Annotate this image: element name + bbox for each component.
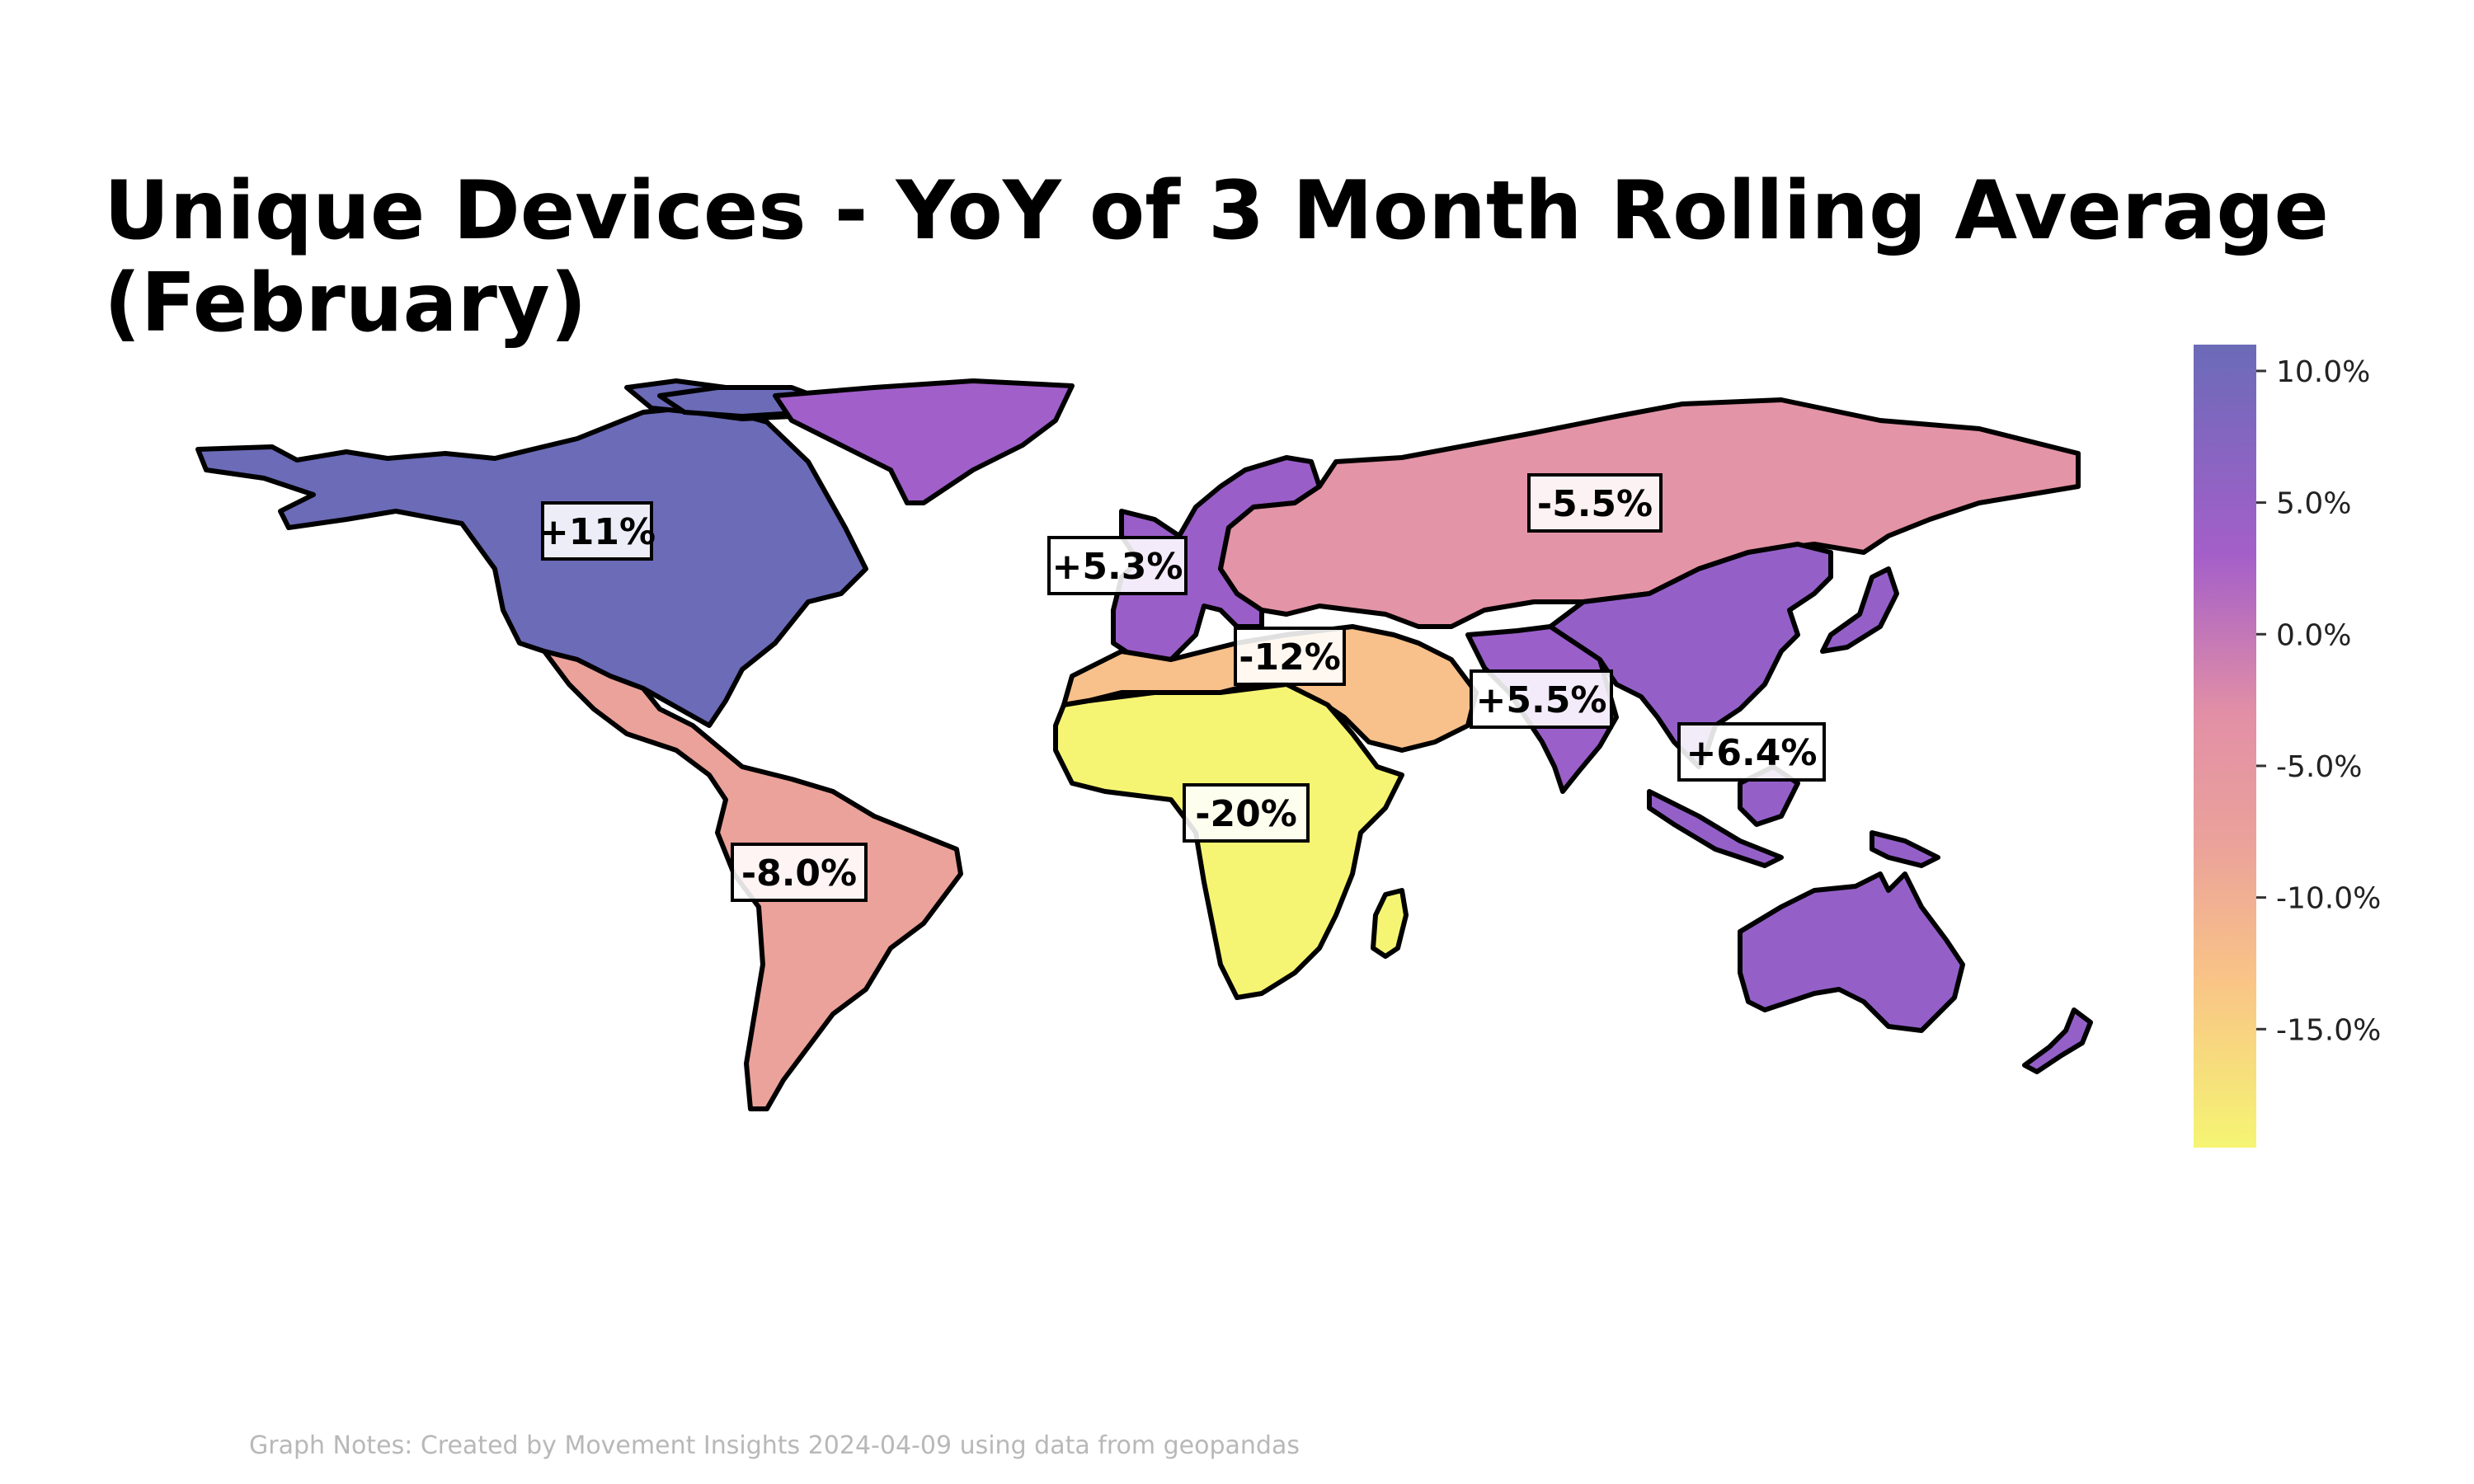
- graph-note: Graph Notes: Created by Movement Insight…: [249, 1431, 1300, 1460]
- region-australia[interactable]: [1738, 871, 1965, 1033]
- region-label-text: -12%: [1239, 636, 1341, 679]
- colorbar-tick-label: -10.0%: [2276, 882, 2381, 916]
- region-label-text: +6.4%: [1686, 732, 1818, 774]
- region-label-text: +11%: [539, 511, 656, 553]
- region-new-zealand[interactable]: [2022, 1007, 2093, 1074]
- colorbar-tick-label: -15.0%: [2276, 1013, 2381, 1047]
- region-label-text: -20%: [1195, 793, 1297, 835]
- colorbar-tick-label: 0.0%: [2276, 618, 2351, 652]
- colorbar-ticks: 10.0% 5.0% 0.0% -5.0% -10.0% -15.0%: [2256, 355, 2381, 1047]
- region-label: -8.0%: [731, 843, 868, 902]
- colorbar: 10.0% 5.0% 0.0% -5.0% -10.0% -15.0%: [2194, 345, 2381, 1148]
- region-label: -20%: [1183, 783, 1310, 843]
- colorbar-tick-label: -5.0%: [2276, 750, 2362, 784]
- region-indonesia[interactable]: [1647, 789, 1784, 868]
- region-label-text: -5.5%: [1537, 483, 1653, 525]
- region-label-text: -8.0%: [741, 852, 857, 895]
- page-title: Unique Devices - YoY of 3 Month Rolling …: [104, 164, 2330, 350]
- region-north-america[interactable]: [195, 403, 868, 728]
- region-label: +5.5%: [1470, 669, 1613, 729]
- region-label: -5.5%: [1527, 473, 1663, 533]
- region-label: +6.4%: [1677, 722, 1826, 782]
- region-east-southeast-asia[interactable]: [1548, 542, 1833, 769]
- region-label: +5.3%: [1047, 536, 1188, 595]
- region-label-text: +5.5%: [1476, 679, 1607, 721]
- region-papua[interactable]: [1870, 830, 1940, 868]
- region-label: -12%: [1234, 627, 1346, 686]
- colorbar-tick-label: 5.0%: [2276, 487, 2351, 521]
- colorbar-tick-label: 10.0%: [2276, 355, 2370, 389]
- region-japan[interactable]: [1820, 566, 1899, 654]
- region-madagascar[interactable]: [1371, 888, 1409, 959]
- region-greenland[interactable]: [773, 378, 1075, 505]
- region-label-text: +5.3%: [1052, 546, 1183, 588]
- region-label: +11%: [539, 501, 656, 561]
- colorbar-gradient: [2194, 345, 2256, 1148]
